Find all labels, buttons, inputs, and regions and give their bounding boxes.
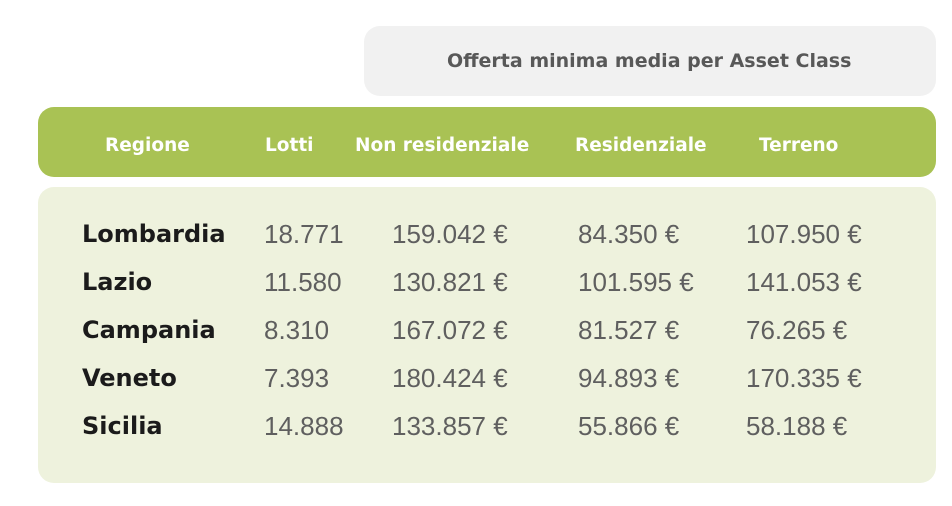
table-row: Campania 8.310 167.072 € 81.527 € 76.265… [38,306,936,354]
terreno-cell: 58.188 € [746,411,848,441]
column-header-lotti: Lotti [265,135,314,156]
region-cell: Sicilia [82,412,163,440]
residenziale-cell: 84.350 € [578,219,680,249]
region-cell: Veneto [82,364,177,392]
lotti-cell: 11.580 [264,267,342,297]
non-residenziale-cell: 180.424 € [392,363,508,393]
table-row: Sicilia 14.888 133.857 € 55.866 € 58.188… [38,402,936,450]
non-residenziale-cell: 159.042 € [392,219,508,249]
column-header-residenziale: Residenziale [575,135,707,156]
terreno-cell: 170.335 € [746,363,862,393]
region-cell: Lazio [82,268,153,296]
terreno-cell: 141.053 € [746,267,862,297]
table-row: Lombardia 18.771 159.042 € 84.350 € 107.… [38,210,936,258]
lotti-cell: 8.310 [264,315,330,345]
region-cell: Lombardia [82,220,226,248]
residenziale-cell: 94.893 € [578,363,680,393]
table-body: Lombardia 18.771 159.042 € 84.350 € 107.… [38,187,936,483]
table-row: Lazio 11.580 130.821 € 101.595 € 141.053… [38,258,936,306]
column-header-non-residenziale: Non residenziale [355,135,530,156]
residenziale-cell: 101.595 € [578,267,694,297]
column-header-terreno: Terreno [759,135,839,156]
lotti-cell: 7.393 [264,363,330,393]
table-row: Veneto 7.393 180.424 € 94.893 € 170.335 … [38,354,936,402]
non-residenziale-cell: 133.857 € [392,411,508,441]
non-residenziale-cell: 130.821 € [392,267,508,297]
non-residenziale-cell: 167.072 € [392,315,508,345]
lotti-cell: 18.771 [264,219,344,249]
table-header: Regione Lotti Non residenziale Residenzi… [38,107,936,177]
terreno-cell: 76.265 € [746,315,848,345]
table-caption-box: Offerta minima media per Asset Class [364,26,936,96]
residenziale-cell: 55.866 € [578,411,680,441]
region-cell: Campania [82,316,216,344]
terreno-cell: 107.950 € [746,219,862,249]
column-header-regione: Regione [105,135,190,156]
lotti-cell: 14.888 [264,411,344,441]
residenziale-cell: 81.527 € [578,315,680,345]
table-caption: Offerta minima media per Asset Class [447,50,852,72]
